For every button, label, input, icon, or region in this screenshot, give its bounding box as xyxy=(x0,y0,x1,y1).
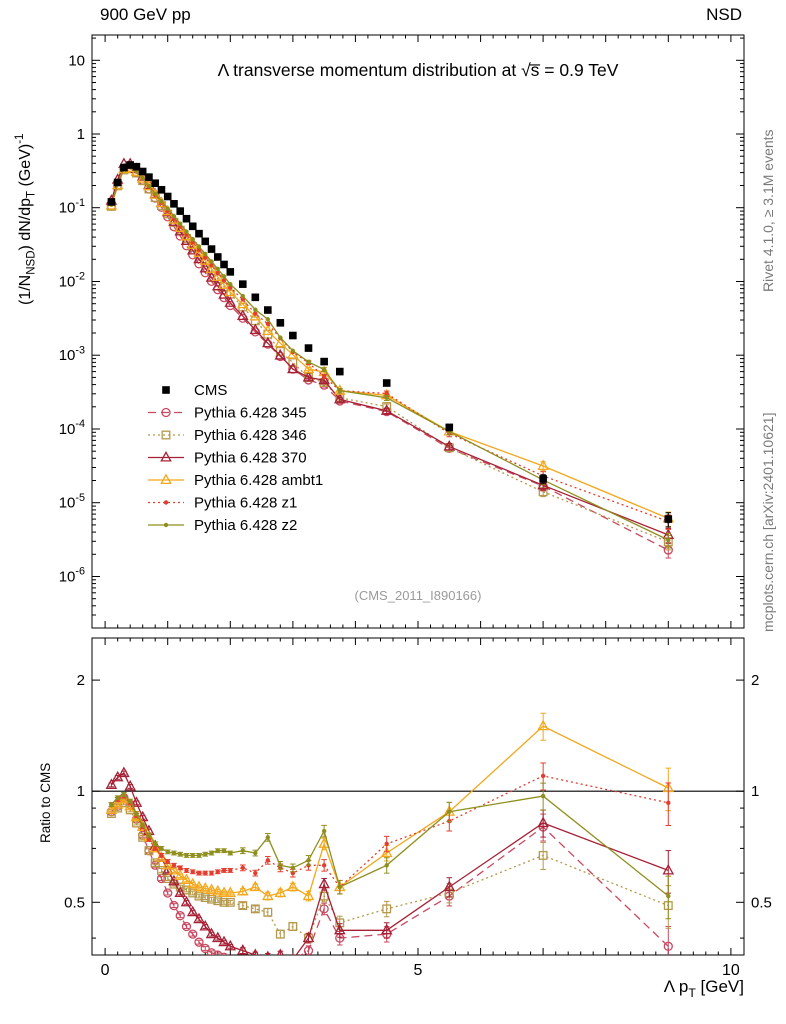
legend-item-pythia-6-428-345: Pythia 6.428 345 xyxy=(148,405,307,422)
main-y-axis-title: (1/NNSD) dN/dpT (GeV)-1 xyxy=(14,134,38,305)
legend-item-pythia-6-428-ambt1: Pythia 6.428 ambt1 xyxy=(148,472,323,489)
xtick-label: 10 xyxy=(722,962,740,979)
analysis-id-watermark: (CMS_2011_I890166) xyxy=(354,588,482,603)
main-ytick-label: 10-4 xyxy=(59,418,85,438)
legend-label: Pythia 6.428 370 xyxy=(194,450,307,467)
main-series-pythia-6-428-z2 xyxy=(109,164,672,549)
ratio-ytick-label-right: 0.5 xyxy=(751,894,772,911)
main-ytick-label: 10-2 xyxy=(59,271,85,291)
legend-item-pythia-6-428-346: Pythia 6.428 346 xyxy=(148,427,307,444)
ratio-ytick-label-left: 2 xyxy=(77,672,85,689)
legend-label: Pythia 6.428 346 xyxy=(194,427,307,444)
plot-title: Λ transverse momentum distribution at √s… xyxy=(217,60,619,80)
xtick-label: 0 xyxy=(101,962,110,979)
main-ytick-label: 10-6 xyxy=(59,566,85,586)
main-ytick-label: 10-1 xyxy=(59,197,85,217)
legend-item-pythia-6-428-370: Pythia 6.428 370 xyxy=(148,450,307,467)
main-ytick-label: 1 xyxy=(77,126,85,143)
main-ytick-label: 10 xyxy=(68,52,85,69)
ratio-y-axis-title: Ratio to CMS xyxy=(38,763,53,843)
x-ticks xyxy=(104,638,732,955)
legend-label: CMS xyxy=(194,382,227,399)
x-axis-title: Λ pT [GeV] xyxy=(664,977,744,1000)
legend-label: Pythia 6.428 z2 xyxy=(194,517,297,534)
legend-label: Pythia 6.428 z1 xyxy=(194,495,297,512)
event-class-label: NSD xyxy=(706,5,742,24)
ratio-ytick-label-right: 1 xyxy=(751,783,759,800)
ratio-ytick-label-right: 2 xyxy=(751,672,759,689)
ratio-ytick-label-left: 1 xyxy=(77,783,85,800)
ratio-series-pythia-6-428-z2 xyxy=(108,782,672,920)
legend-label: Pythia 6.428 345 xyxy=(194,405,307,422)
y-ticks xyxy=(92,37,744,629)
main-panel-frame xyxy=(91,34,745,629)
legend-label: Pythia 6.428 ambt1 xyxy=(194,472,323,489)
legend-item-cms: CMS xyxy=(162,382,227,399)
y-ticks xyxy=(92,679,744,939)
ratio-series-pythia-6-428-370 xyxy=(105,766,675,955)
beam-energy-label: 900 GeV pp xyxy=(100,5,191,24)
main-ytick-label: 10-5 xyxy=(59,492,85,512)
x-ticks xyxy=(104,35,732,628)
legend-item-pythia-6-428-z1: Pythia 6.428 z1 xyxy=(148,495,297,512)
main-series-pythia-6-428-ambt1 xyxy=(105,161,675,527)
ratio-ytick-label-left: 0.5 xyxy=(64,894,85,911)
legend-item-pythia-6-428-z2: Pythia 6.428 z2 xyxy=(148,517,297,534)
main-series-cms xyxy=(107,161,673,528)
main-ytick-label: 10-3 xyxy=(59,344,85,364)
xtick-label: 5 xyxy=(414,962,423,979)
ratio-series-pythia-6-428-z1 xyxy=(108,762,672,895)
